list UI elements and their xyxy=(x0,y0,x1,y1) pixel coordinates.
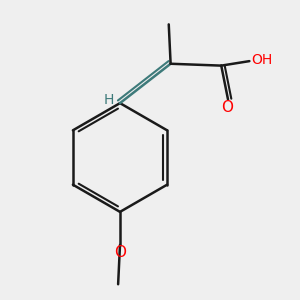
Text: O: O xyxy=(221,100,233,115)
Text: O: O xyxy=(114,245,126,260)
Text: H: H xyxy=(103,93,114,107)
Text: OH: OH xyxy=(251,53,272,68)
